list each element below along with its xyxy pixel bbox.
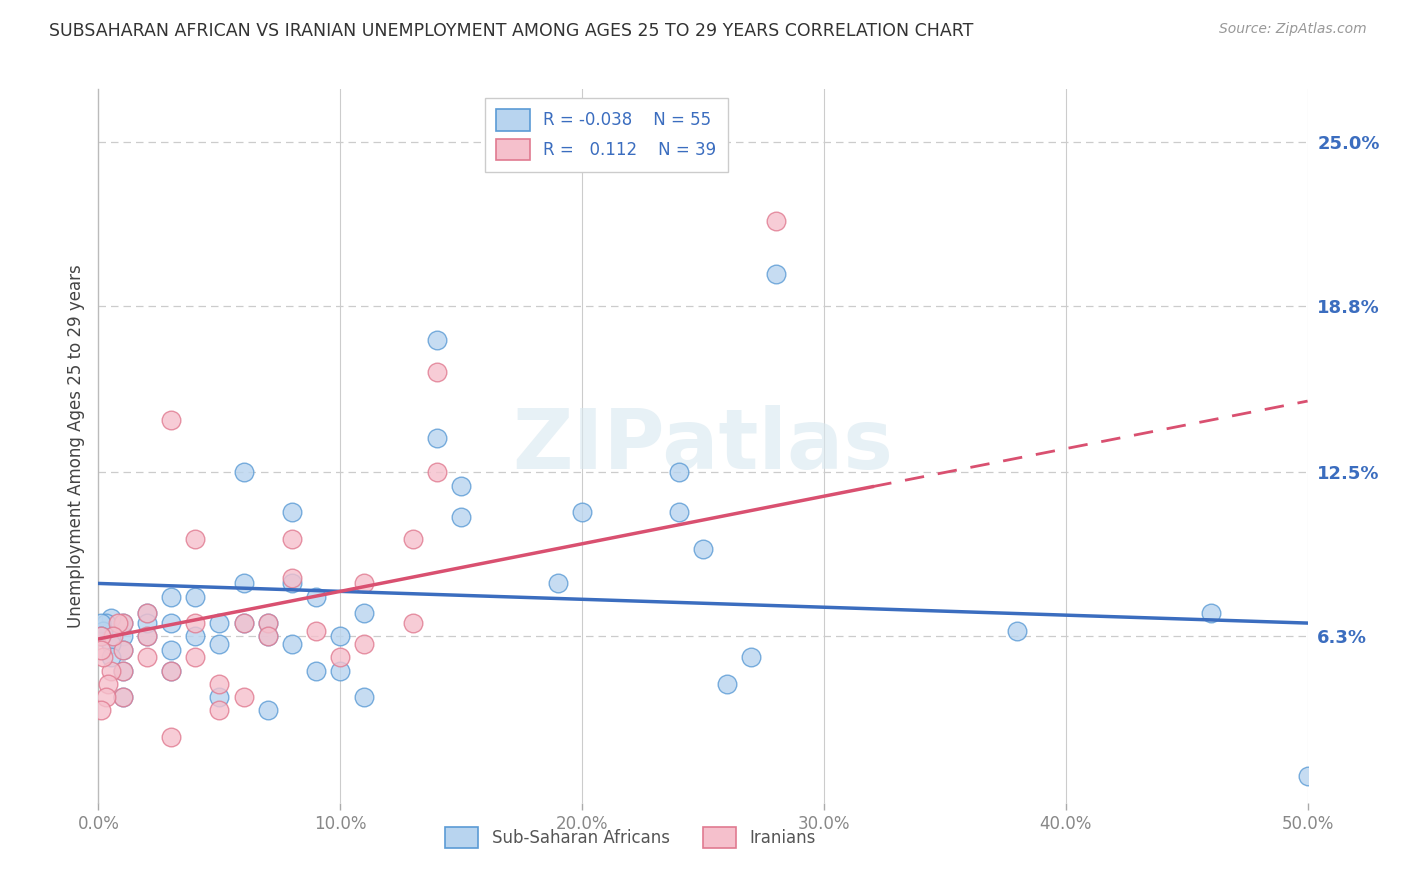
Point — [1199, 606, 1222, 620]
Point — [353, 606, 375, 620]
Point — [765, 214, 787, 228]
Point — [668, 505, 690, 519]
Point — [184, 532, 207, 546]
Point — [402, 616, 425, 631]
Point — [111, 616, 134, 631]
Text: ZIPatlas: ZIPatlas — [513, 406, 893, 486]
Point — [101, 629, 124, 643]
Point — [232, 690, 254, 704]
Point — [426, 365, 449, 379]
Point — [111, 664, 134, 678]
Point — [160, 590, 183, 604]
Point — [256, 629, 278, 643]
Point — [208, 677, 231, 691]
Point — [281, 637, 304, 651]
Point — [1296, 769, 1319, 783]
Point — [450, 510, 472, 524]
Point — [571, 505, 593, 519]
Point — [90, 616, 112, 631]
Point — [90, 629, 112, 643]
Point — [426, 431, 449, 445]
Point — [111, 642, 134, 657]
Point — [208, 690, 231, 704]
Point — [232, 576, 254, 591]
Point — [90, 629, 112, 643]
Point — [160, 412, 183, 426]
Point — [160, 664, 183, 678]
Point — [426, 333, 449, 347]
Point — [353, 690, 375, 704]
Point — [256, 616, 278, 631]
Point — [111, 642, 134, 657]
Point — [1007, 624, 1029, 638]
Point — [305, 590, 328, 604]
Point — [232, 616, 254, 631]
Y-axis label: Unemployment Among Ages 25 to 29 years: Unemployment Among Ages 25 to 29 years — [66, 264, 84, 628]
Point — [450, 478, 472, 492]
Point — [329, 664, 352, 678]
Point — [232, 616, 254, 631]
Point — [160, 616, 183, 631]
Point — [232, 466, 254, 480]
Point — [208, 703, 231, 717]
Point — [668, 466, 690, 480]
Point — [716, 677, 738, 691]
Point — [256, 629, 278, 643]
Point — [94, 616, 117, 631]
Point — [135, 606, 157, 620]
Point — [107, 616, 129, 631]
Point — [329, 629, 352, 643]
Legend: Sub-Saharan Africans, Iranians: Sub-Saharan Africans, Iranians — [439, 821, 823, 855]
Point — [135, 650, 157, 665]
Point — [111, 690, 134, 704]
Point — [353, 637, 375, 651]
Point — [256, 703, 278, 717]
Point — [100, 664, 122, 678]
Point — [100, 650, 122, 665]
Point — [281, 576, 304, 591]
Point — [111, 690, 134, 704]
Point — [692, 542, 714, 557]
Point — [160, 730, 183, 744]
Point — [765, 267, 787, 281]
Point — [305, 624, 328, 638]
Point — [160, 642, 183, 657]
Text: SUBSAHARAN AFRICAN VS IRANIAN UNEMPLOYMENT AMONG AGES 25 TO 29 YEARS CORRELATION: SUBSAHARAN AFRICAN VS IRANIAN UNEMPLOYME… — [49, 22, 973, 40]
Point — [97, 677, 120, 691]
Point — [208, 637, 231, 651]
Point — [426, 466, 449, 480]
Point — [547, 576, 569, 591]
Point — [135, 629, 157, 643]
Point — [184, 590, 207, 604]
Point — [100, 637, 122, 651]
Point — [91, 624, 114, 638]
Point — [135, 616, 157, 631]
Text: Source: ZipAtlas.com: Source: ZipAtlas.com — [1219, 22, 1367, 37]
Point — [256, 616, 278, 631]
Point — [740, 650, 762, 665]
Point — [90, 703, 112, 717]
Point — [90, 642, 112, 657]
Point — [94, 690, 117, 704]
Point — [329, 650, 352, 665]
Point — [91, 650, 114, 665]
Point — [402, 532, 425, 546]
Point — [100, 629, 122, 643]
Point — [208, 616, 231, 631]
Point — [100, 611, 122, 625]
Point — [281, 571, 304, 585]
Point — [184, 629, 207, 643]
Point — [184, 650, 207, 665]
Point — [111, 616, 134, 631]
Point — [281, 505, 304, 519]
Point — [160, 664, 183, 678]
Point — [135, 629, 157, 643]
Point — [281, 532, 304, 546]
Point — [305, 664, 328, 678]
Point — [111, 629, 134, 643]
Point — [135, 606, 157, 620]
Point — [353, 576, 375, 591]
Point — [111, 664, 134, 678]
Point — [184, 616, 207, 631]
